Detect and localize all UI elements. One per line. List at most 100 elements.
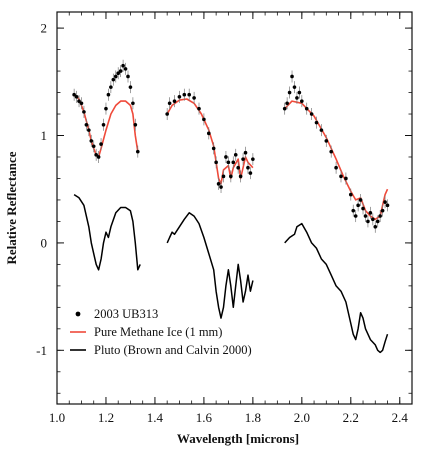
x-tick-label: 1.8 bbox=[245, 410, 261, 425]
data-point bbox=[285, 101, 289, 106]
plot-frame bbox=[56, 11, 413, 405]
data-point bbox=[233, 153, 238, 157]
data-point bbox=[363, 214, 368, 218]
data-point bbox=[89, 139, 94, 143]
data-point bbox=[236, 165, 240, 170]
x-tick-label: 1.0 bbox=[49, 410, 65, 425]
data-point bbox=[72, 92, 76, 97]
data-point bbox=[116, 71, 121, 76]
data-point bbox=[187, 92, 192, 97]
data-point bbox=[128, 85, 133, 89]
data-point bbox=[287, 90, 292, 95]
x-tick-label: 1.6 bbox=[196, 410, 213, 425]
data-point bbox=[339, 174, 343, 179]
data-point bbox=[131, 101, 135, 106]
data-point bbox=[383, 200, 387, 204]
x-tick-label: 1.2 bbox=[98, 410, 114, 425]
data-point bbox=[292, 85, 297, 89]
data-point bbox=[251, 157, 255, 161]
x-tick-label: 1.4 bbox=[147, 410, 164, 425]
data-point bbox=[106, 92, 111, 97]
data-point bbox=[229, 174, 233, 179]
series-line-1-seg-2 bbox=[284, 100, 389, 221]
data-point bbox=[371, 217, 375, 222]
series-line-2-seg-1 bbox=[166, 212, 254, 319]
data-point bbox=[361, 206, 365, 211]
data-point bbox=[221, 174, 226, 179]
y-tick-label: 0 bbox=[41, 235, 48, 250]
data-point bbox=[334, 165, 338, 170]
legend-label: 2003 UB313 bbox=[94, 307, 158, 321]
legend: 2003 UB313 Pure Methane Ice (1 mm) Pluto (… bbox=[70, 307, 252, 357]
data-point bbox=[368, 211, 373, 215]
y-tick-label: -1 bbox=[36, 343, 47, 358]
data-point bbox=[94, 153, 98, 157]
data-point bbox=[226, 160, 231, 165]
data-point bbox=[356, 203, 360, 208]
data-point bbox=[231, 160, 236, 165]
data-point bbox=[91, 144, 96, 149]
data-point bbox=[324, 139, 329, 143]
series-line-1-seg-0 bbox=[73, 94, 139, 158]
data-point bbox=[113, 74, 118, 79]
data-point bbox=[202, 117, 206, 122]
data-point bbox=[375, 219, 380, 224]
data-point bbox=[224, 155, 228, 159]
x-tick-label: 2.0 bbox=[294, 410, 310, 425]
data-point bbox=[309, 112, 314, 116]
legend-label: Pure Methane Ice (1 mm) bbox=[94, 325, 222, 339]
data-point bbox=[238, 174, 243, 179]
data-point bbox=[216, 182, 221, 186]
data-point bbox=[246, 165, 250, 170]
data-point bbox=[358, 198, 363, 202]
data-point bbox=[248, 171, 253, 175]
data-point bbox=[282, 106, 287, 111]
data-point bbox=[297, 90, 302, 95]
data-point bbox=[206, 131, 211, 136]
y-axis-label: Relative Reflectance bbox=[4, 151, 19, 264]
y-tick-label: 1 bbox=[41, 128, 48, 143]
data-point bbox=[167, 101, 172, 106]
series-layer bbox=[72, 59, 390, 354]
data-point bbox=[329, 149, 334, 154]
data-point bbox=[133, 122, 138, 127]
data-point bbox=[182, 92, 187, 97]
data-point bbox=[121, 63, 125, 68]
data-point bbox=[111, 77, 116, 82]
data-point bbox=[74, 95, 79, 99]
data-point bbox=[348, 192, 353, 197]
data-point bbox=[123, 67, 128, 71]
data-point bbox=[96, 155, 101, 159]
data-point bbox=[99, 142, 103, 146]
data-point bbox=[314, 120, 319, 125]
data-point bbox=[165, 112, 169, 116]
data-point bbox=[211, 146, 216, 151]
data-point bbox=[243, 150, 248, 155]
data-point bbox=[135, 149, 140, 154]
data-point bbox=[101, 122, 106, 127]
data-point bbox=[295, 96, 299, 100]
data-point bbox=[104, 106, 108, 111]
data-point bbox=[118, 69, 123, 73]
axis-ticks: 1.0 1.2 1.4 1.6 1.8 2.0 2.2 2.4 -1 0 1 2 bbox=[36, 12, 413, 425]
data-point bbox=[351, 208, 356, 213]
series-line-2-seg-2 bbox=[284, 222, 389, 354]
x-axis-label: Wavelength [microns] bbox=[177, 431, 299, 446]
data-point bbox=[109, 85, 113, 89]
data-point bbox=[304, 106, 309, 111]
data-point bbox=[79, 101, 84, 106]
data-point bbox=[82, 110, 86, 114]
data-point bbox=[214, 160, 218, 165]
data-point bbox=[373, 224, 378, 229]
legend-marker-dot bbox=[75, 311, 81, 317]
data-point bbox=[378, 214, 382, 218]
data-point bbox=[172, 99, 177, 103]
data-point bbox=[241, 157, 245, 161]
data-point bbox=[197, 106, 201, 111]
legend-label: Pluto (Brown and Calvin 2000) bbox=[94, 343, 252, 357]
data-point bbox=[344, 176, 348, 181]
data-point bbox=[126, 74, 130, 79]
x-tick-label: 2.2 bbox=[343, 410, 359, 425]
y-tick-label: 2 bbox=[41, 21, 48, 36]
